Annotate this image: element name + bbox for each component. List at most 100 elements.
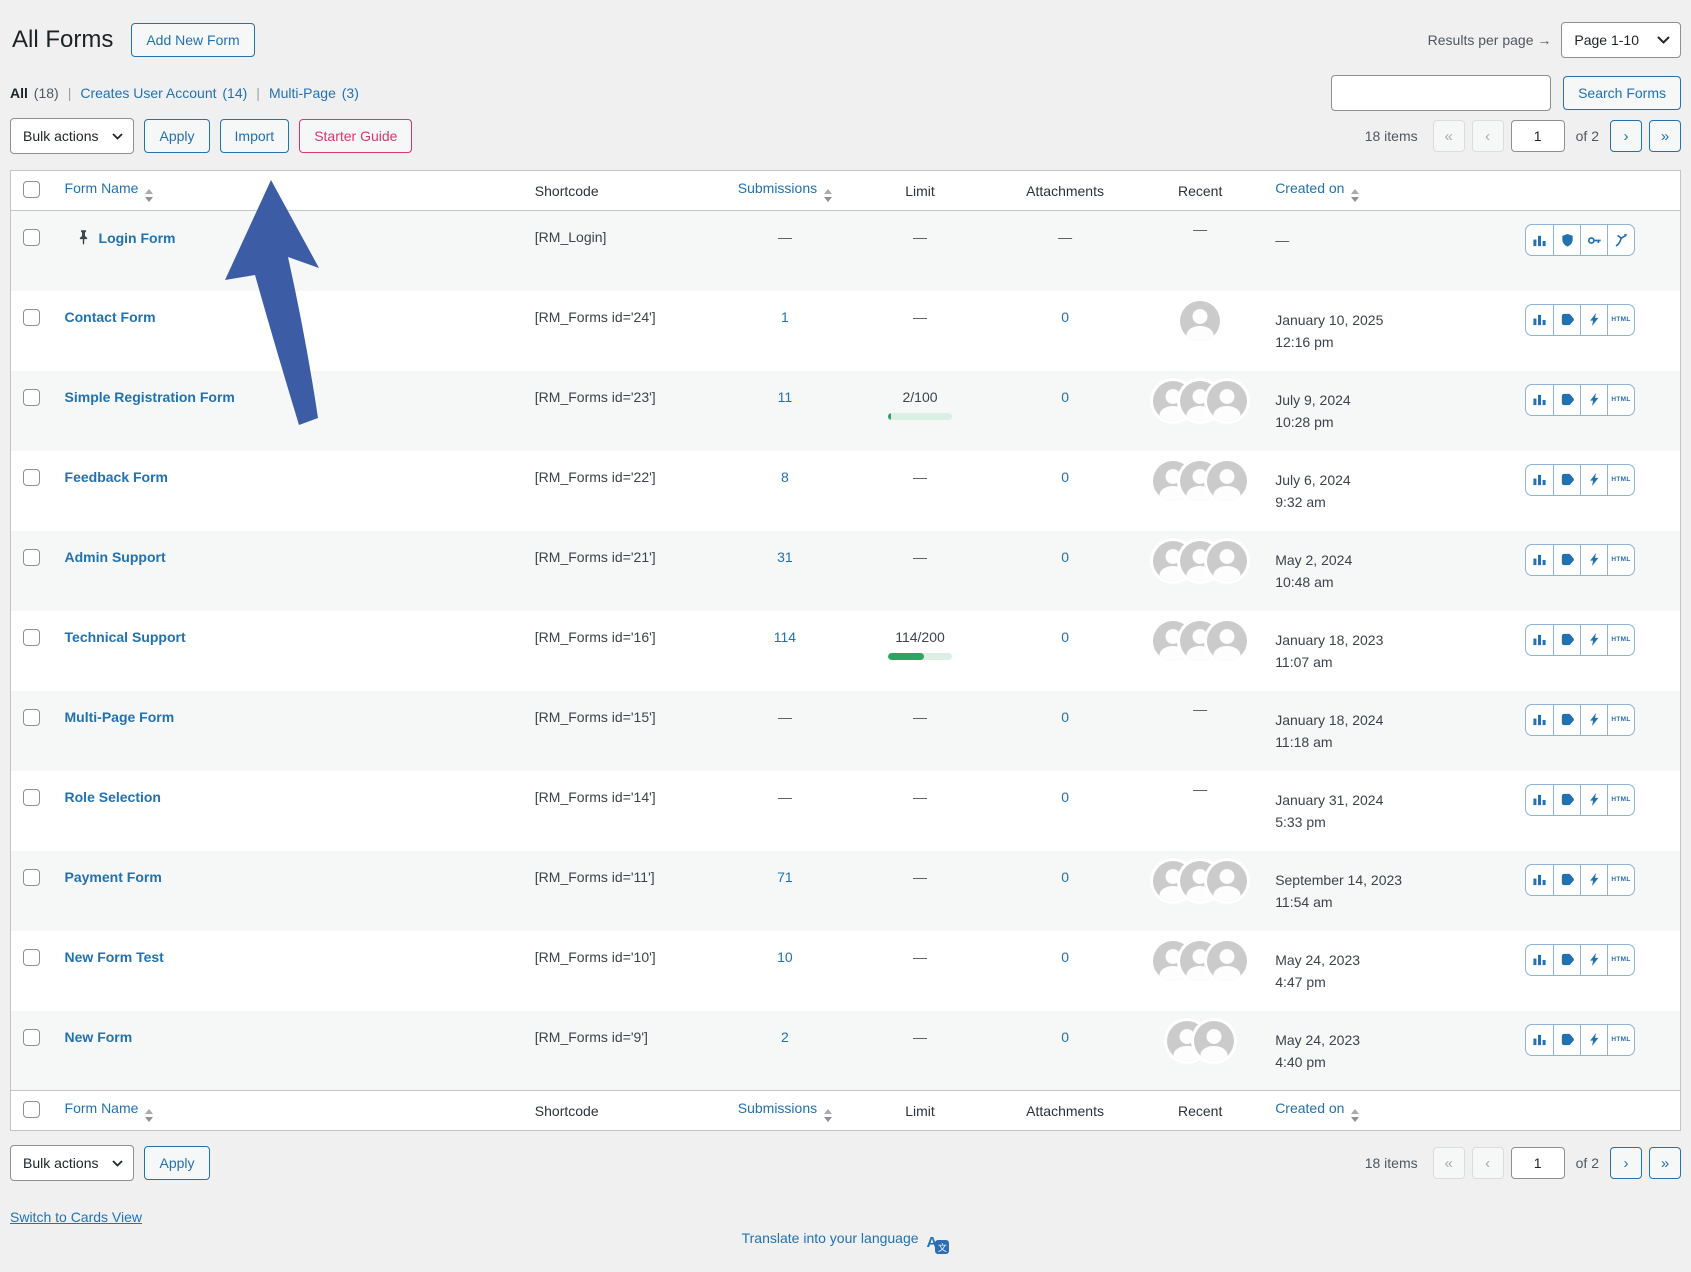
next-page-button[interactable]: ›	[1610, 1147, 1642, 1179]
current-page-input[interactable]	[1510, 1147, 1565, 1179]
bolt-button[interactable]	[1580, 304, 1607, 335]
prev-page-button[interactable]: ‹	[1471, 1147, 1504, 1179]
form-name-link[interactable]: Role Selection	[64, 788, 161, 805]
tag-button[interactable]	[1553, 704, 1580, 735]
apply-button[interactable]: Apply	[144, 119, 210, 153]
current-page-input[interactable]	[1510, 120, 1565, 152]
form-name-link[interactable]: Feedback Form	[64, 468, 168, 485]
switch-to-cards-view-link[interactable]: Switch to Cards View	[10, 1209, 143, 1225]
page-range-select[interactable]: Page 1-10	[1561, 22, 1681, 58]
tag-button[interactable]	[1553, 944, 1580, 975]
form-name-link[interactable]: Contact Form	[64, 308, 156, 325]
bolt-button[interactable]	[1580, 544, 1607, 575]
form-name-link[interactable]: Multi-Page Form	[64, 708, 175, 725]
bolt-button[interactable]	[1580, 944, 1607, 975]
sort-icon[interactable]	[145, 1108, 154, 1122]
row-checkbox[interactable]	[23, 1028, 40, 1046]
bolt-button[interactable]	[1580, 704, 1607, 735]
tag-button[interactable]	[1553, 464, 1580, 495]
filter-multi-page[interactable]: Multi-Page (3)	[268, 85, 359, 101]
sort-icon[interactable]	[1351, 1108, 1360, 1122]
row-checkbox[interactable]	[23, 628, 40, 646]
html-button[interactable]: HTML	[1607, 544, 1634, 575]
bolt-button[interactable]	[1580, 384, 1607, 415]
row-checkbox[interactable]	[23, 948, 40, 966]
sort-icon[interactable]	[145, 188, 154, 202]
row-checkbox[interactable]	[23, 388, 40, 406]
form-name-link[interactable]: New Form Test	[64, 948, 164, 965]
html-button[interactable]: HTML	[1607, 464, 1634, 495]
bar-chart-button[interactable]	[1526, 385, 1553, 415]
last-page-button[interactable]: »	[1649, 120, 1681, 152]
tag-button[interactable]	[1553, 384, 1580, 415]
bar-chart-button[interactable]	[1526, 865, 1553, 895]
html-button[interactable]: HTML	[1607, 704, 1634, 735]
column-header-submissions[interactable]: Submissions	[724, 170, 845, 211]
sort-icon[interactable]	[824, 188, 833, 202]
column-header-form-name[interactable]: Form Name	[54, 1090, 525, 1131]
form-name-link[interactable]: Technical Support	[64, 628, 186, 645]
filter-all[interactable]: All (18)	[10, 85, 59, 101]
bar-chart-button[interactable]	[1526, 225, 1553, 255]
apply-button-bottom[interactable]: Apply	[144, 1146, 210, 1180]
search-forms-button[interactable]: Search Forms	[1563, 76, 1681, 110]
translate-link[interactable]: Translate into your language	[742, 1230, 919, 1246]
sort-icon[interactable]	[1351, 188, 1360, 202]
row-checkbox[interactable]	[23, 708, 40, 726]
bar-chart-button[interactable]	[1526, 705, 1553, 735]
column-header-created-on[interactable]: Created on	[1265, 170, 1476, 211]
form-name-link[interactable]: New Form	[64, 1028, 133, 1045]
column-header-form-name[interactable]: Form Name	[54, 170, 525, 211]
add-new-form-button[interactable]: Add New Form	[131, 23, 255, 57]
tag-button[interactable]	[1553, 544, 1580, 575]
form-name-link[interactable]: Admin Support	[64, 548, 166, 565]
html-button[interactable]: HTML	[1607, 944, 1634, 975]
html-button[interactable]: HTML	[1607, 784, 1634, 815]
last-page-button[interactable]: »	[1649, 1147, 1681, 1179]
tag-button[interactable]	[1553, 1024, 1580, 1055]
html-button[interactable]: HTML	[1607, 864, 1634, 895]
import-button[interactable]: Import	[219, 119, 290, 153]
bar-chart-button[interactable]	[1526, 465, 1553, 495]
bolt-button[interactable]	[1580, 464, 1607, 495]
sort-icon[interactable]	[824, 1108, 833, 1122]
bar-chart-button[interactable]	[1526, 625, 1553, 655]
form-name-link[interactable]: Simple Registration Form	[64, 388, 235, 405]
bar-chart-button[interactable]	[1526, 1025, 1553, 1055]
select-all-checkbox-bottom[interactable]	[23, 1100, 40, 1118]
row-checkbox[interactable]	[23, 548, 40, 566]
column-header-created-on[interactable]: Created on	[1265, 1090, 1476, 1131]
row-checkbox[interactable]	[23, 868, 40, 886]
shield-button[interactable]	[1553, 225, 1580, 255]
html-button[interactable]: HTML	[1607, 624, 1634, 655]
bolt-button[interactable]	[1580, 1024, 1607, 1055]
tag-button[interactable]	[1553, 624, 1580, 655]
first-page-button[interactable]: «	[1432, 120, 1465, 152]
select-all-checkbox[interactable]	[23, 180, 40, 198]
bulk-actions-select[interactable]: Bulk actions	[10, 118, 135, 154]
row-checkbox[interactable]	[23, 788, 40, 806]
search-input[interactable]	[1331, 75, 1552, 111]
bar-chart-button[interactable]	[1526, 785, 1553, 815]
html-button[interactable]: HTML	[1607, 304, 1634, 335]
bolt-button[interactable]	[1580, 624, 1607, 655]
filter-creates-user-account[interactable]: Creates User Account (14)	[80, 85, 248, 101]
first-page-button[interactable]: «	[1432, 1147, 1465, 1179]
tag-button[interactable]	[1553, 304, 1580, 335]
bar-chart-button[interactable]	[1526, 945, 1553, 975]
prev-page-button[interactable]: ‹	[1471, 120, 1504, 152]
starter-guide-button[interactable]: Starter Guide	[299, 119, 413, 153]
row-checkbox[interactable]	[23, 229, 40, 246]
next-page-button[interactable]: ›	[1610, 120, 1642, 152]
bar-chart-button[interactable]	[1526, 545, 1553, 575]
form-name-link[interactable]: Login Form	[98, 230, 176, 246]
tag-button[interactable]	[1553, 864, 1580, 895]
row-checkbox[interactable]	[23, 308, 40, 326]
bar-chart-button[interactable]	[1526, 305, 1553, 335]
branch-arrow-button[interactable]	[1607, 225, 1634, 255]
form-name-link[interactable]: Payment Form	[64, 868, 162, 885]
bolt-button[interactable]	[1580, 784, 1607, 815]
html-button[interactable]: HTML	[1607, 384, 1634, 415]
column-header-submissions[interactable]: Submissions	[724, 1090, 845, 1131]
